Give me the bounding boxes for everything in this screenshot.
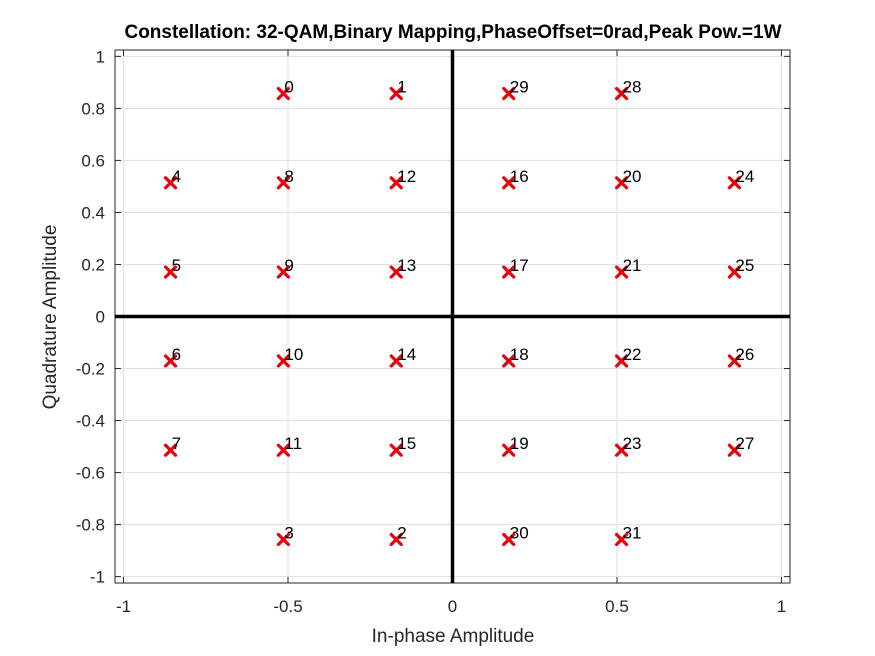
constellation-point-label: 23	[623, 434, 642, 453]
x-tick-label: -1	[116, 597, 131, 616]
constellation-point-label: 5	[172, 256, 181, 275]
constellation-point-label: 0	[284, 78, 293, 97]
constellation-point-label: 1	[397, 78, 406, 97]
constellation-point-label: 10	[284, 345, 303, 364]
constellation-point-marker	[276, 354, 291, 368]
constellation-point-marker	[502, 265, 516, 279]
constellation-point-label: 21	[623, 256, 642, 275]
constellation-point-marker	[389, 86, 403, 101]
constellation-point-label: 17	[510, 256, 529, 275]
constellation-point-label: 9	[284, 256, 293, 275]
x-tick-label: -0.5	[273, 597, 302, 616]
constellation-point-label: 28	[623, 78, 642, 97]
y-tick-label: 1	[96, 47, 105, 66]
constellation-point-marker	[502, 354, 516, 368]
constellation-point-marker	[276, 265, 291, 279]
constellation-point-label: 12	[397, 167, 416, 186]
constellation-point-label: 11	[284, 434, 302, 453]
constellation-point-marker	[502, 86, 516, 101]
y-tick-label: -0.8	[76, 516, 105, 535]
constellation-point-marker	[389, 532, 403, 547]
constellation-point-marker	[614, 176, 629, 190]
y-tick-label: 0	[96, 308, 105, 327]
constellation-point-label: 25	[735, 256, 754, 275]
constellation-point-marker	[389, 354, 403, 368]
constellation-point-marker	[163, 265, 178, 279]
constellation-point-label: 27	[735, 434, 754, 453]
y-tick-label: -0.2	[76, 360, 105, 379]
constellation-point-marker	[502, 176, 516, 190]
y-tick-label: -0.4	[76, 412, 105, 431]
constellation-point-label: 3	[284, 523, 293, 542]
constellation-point-label: 26	[735, 345, 754, 364]
y-tick-label: -1	[90, 568, 105, 587]
constellation-points	[163, 86, 742, 547]
constellation-point-marker	[614, 86, 629, 101]
y-tick-label: 0.2	[81, 255, 105, 274]
constellation-point-marker	[389, 443, 403, 457]
constellation-point-label: 30	[510, 523, 529, 542]
constellation-point-marker	[163, 176, 178, 190]
constellation-point-label: 2	[397, 523, 406, 542]
point-labels: 0 1 29 28 4 8 12 16 20 24 5 9 13 17 21 25 6 10 14 18 22 26 7 11…	[172, 78, 755, 543]
constellation-point-marker	[163, 443, 178, 457]
constellation-point-label: 4	[172, 167, 181, 186]
constellation-point-marker	[614, 354, 629, 368]
constellation-point-label: 19	[510, 434, 529, 453]
constellation-point-marker	[727, 265, 742, 279]
constellation-point-label: 31	[623, 523, 642, 542]
constellation-point-marker	[727, 443, 742, 457]
constellation-point-label: 7	[172, 434, 181, 453]
constellation-point-label: 29	[510, 78, 529, 97]
constellation-point-marker	[727, 176, 742, 190]
y-tick-label: 0.8	[81, 99, 105, 118]
chart-title: Constellation: 32-QAM,Binary Mapping,Pha…	[124, 22, 781, 43]
constellation-point-label: 22	[623, 345, 642, 364]
constellation-point-marker	[276, 532, 291, 547]
y-tick-label: 0.6	[81, 151, 105, 170]
constellation-point-label: 13	[397, 256, 416, 275]
y-tick-label: -0.6	[76, 464, 105, 483]
constellation-point-label: 20	[623, 167, 642, 186]
constellation-point-marker	[389, 176, 403, 190]
constellation-point-marker	[502, 532, 516, 547]
y-axis-label: Quadrature Amplitude	[40, 225, 61, 410]
constellation-point-marker	[276, 86, 291, 101]
constellation-point-marker	[614, 443, 629, 457]
constellation-point-label: 14	[397, 345, 416, 364]
constellation-point-marker	[502, 443, 516, 457]
constellation-point-marker	[614, 265, 629, 279]
constellation-point-label: 8	[284, 167, 293, 186]
constellation-point-label: 15	[397, 434, 416, 453]
constellation-point-marker	[276, 176, 291, 190]
constellation-point-label: 24	[735, 167, 754, 186]
constellation-point-label: 16	[510, 167, 529, 186]
constellation-point-marker	[163, 354, 178, 368]
constellation-point-marker	[614, 532, 629, 547]
y-tick-label: 0.4	[81, 203, 105, 222]
constellation-point-marker	[276, 443, 291, 457]
constellation-point-label: 6	[172, 345, 181, 364]
x-tick-label: 0	[448, 597, 457, 616]
x-tick-label: 1	[777, 597, 786, 616]
constellation-point-label: 18	[510, 345, 529, 364]
x-tick-label: 0.5	[605, 597, 629, 616]
constellation-point-marker	[727, 354, 742, 368]
axis-ticks: -1 -0.5 0 0.5 1 -1 -0.8 -0.6 -0.4 -0.2 0 0.2 0.4 0.6 0…	[76, 47, 790, 616]
constellation-point-marker	[389, 265, 403, 279]
x-axis-label: In-phase Amplitude	[372, 626, 535, 647]
